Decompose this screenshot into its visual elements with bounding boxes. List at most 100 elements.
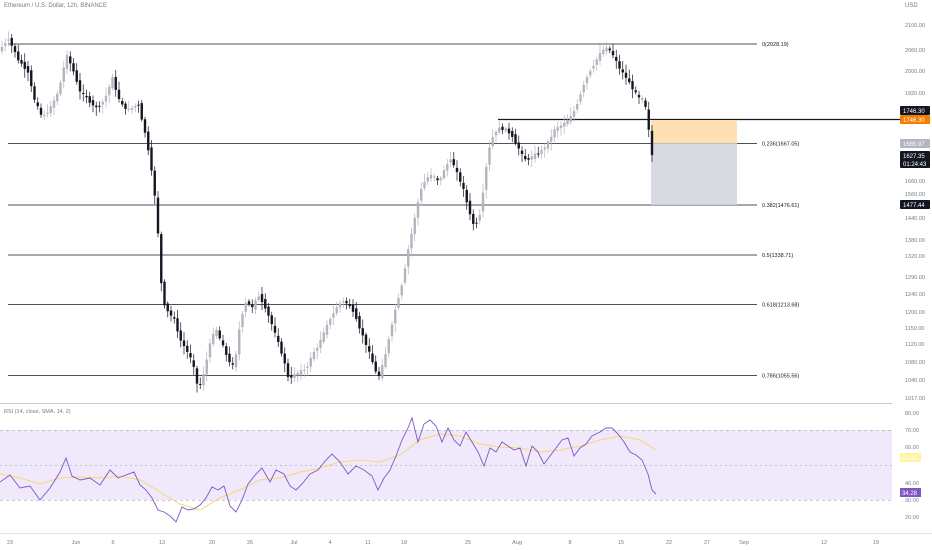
rsi-band — [0, 430, 892, 500]
candle-body — [598, 53, 602, 61]
price-tag-label: 01:24:43 — [903, 162, 927, 168]
candle-body — [108, 86, 111, 96]
rsi-ma-line — [0, 433, 657, 511]
candle-body — [449, 159, 452, 163]
time-axis-label: 8 — [568, 540, 571, 546]
time-axis-label: 6 — [111, 540, 114, 546]
candle-body — [452, 159, 455, 166]
candle-body — [231, 363, 234, 365]
candle-body — [465, 189, 468, 203]
candle-body — [358, 315, 361, 329]
candle-body — [345, 301, 348, 304]
candle-body — [192, 360, 195, 367]
candle-body — [517, 142, 520, 149]
price-axis-label: 1200.00 — [905, 310, 925, 316]
rsi-ma-value-tag — [900, 453, 921, 462]
price-tag-label: 1746.30 — [903, 118, 925, 124]
candle-body — [546, 141, 550, 149]
price-axis-label: 1380.00 — [905, 238, 925, 244]
price-axis-label: 1290.00 — [905, 275, 925, 281]
candle-body — [65, 55, 69, 69]
candle-body — [371, 353, 374, 363]
candle-body — [101, 101, 104, 105]
candle-body — [137, 104, 140, 106]
candle-body — [611, 50, 615, 56]
candle-body — [241, 314, 244, 328]
candle-body — [416, 202, 420, 218]
candle-body — [553, 129, 556, 138]
candle-body — [647, 109, 650, 130]
candle-body — [179, 330, 182, 341]
price-axis-label: 1017.00 — [905, 396, 925, 402]
price-axis-label: 2000.00 — [905, 69, 925, 75]
candle-body — [569, 116, 572, 122]
candle-body — [195, 368, 199, 384]
candle-body — [273, 325, 277, 333]
candle-body — [319, 339, 322, 348]
candle-body — [631, 81, 634, 90]
candle-body — [306, 366, 309, 368]
candle-body — [387, 338, 390, 354]
candle-body — [550, 136, 553, 142]
candle-body — [637, 94, 641, 98]
rsi-axis-label: 70.00 — [905, 428, 919, 434]
price-tag — [900, 139, 930, 148]
position-target-zone[interactable] — [651, 120, 737, 143]
candle-body — [615, 56, 618, 61]
candle-body — [277, 335, 280, 342]
price-axis-label: 1150.00 — [905, 326, 924, 332]
price-axis-label: 1240.00 — [905, 292, 925, 298]
candle-body — [69, 56, 72, 64]
candle-body — [199, 383, 202, 385]
time-axis-label: 12 — [821, 540, 827, 546]
candle-body — [501, 126, 504, 131]
candle-body — [30, 70, 33, 87]
candle-body — [104, 95, 108, 102]
candle-body — [127, 108, 130, 110]
time-axis-label: 15 — [618, 540, 624, 546]
candle-body — [478, 214, 481, 221]
price-axis-label: 1040.00 — [905, 378, 925, 384]
price-axis-label: 1440.00 — [905, 216, 925, 222]
candle-body — [621, 69, 624, 73]
price-tag-label: 1477.44 — [903, 203, 925, 209]
time-axis-label: 19 — [873, 540, 879, 546]
candle-body — [283, 353, 286, 364]
candle-body — [130, 107, 134, 110]
time-axis-label: 11 — [365, 540, 371, 546]
position-stop-zone[interactable] — [651, 143, 737, 205]
candle-body — [602, 49, 605, 54]
candle-body — [608, 48, 611, 51]
candle-body — [13, 46, 17, 53]
candle-body — [537, 153, 540, 155]
candle-body — [468, 200, 472, 215]
candle-body — [23, 61, 26, 69]
candle-body — [312, 352, 316, 359]
rsi-axis-label: 20.00 — [905, 515, 919, 521]
candle-body — [338, 303, 342, 308]
time-axis-label: Jul — [290, 540, 297, 546]
candle-body — [498, 127, 501, 133]
candle-body — [26, 66, 30, 73]
candle-body — [491, 137, 494, 147]
candle-body — [267, 306, 270, 316]
candle-body — [316, 347, 319, 351]
candle-body — [582, 84, 585, 93]
candle-body — [7, 39, 10, 41]
candle-body — [225, 346, 228, 355]
candle-body — [238, 329, 241, 355]
candle-body — [533, 153, 537, 160]
candle-body — [576, 103, 579, 110]
candle-body — [472, 213, 475, 224]
candle-body — [280, 341, 283, 354]
candle-body — [43, 114, 46, 117]
candle-body — [381, 365, 384, 378]
candle-body — [530, 156, 533, 160]
candle-body — [147, 131, 150, 151]
candle-body — [628, 78, 631, 83]
candle-body — [270, 315, 273, 325]
candle-body — [215, 329, 218, 336]
candle-body — [559, 125, 563, 128]
rsi-line — [0, 416, 657, 523]
